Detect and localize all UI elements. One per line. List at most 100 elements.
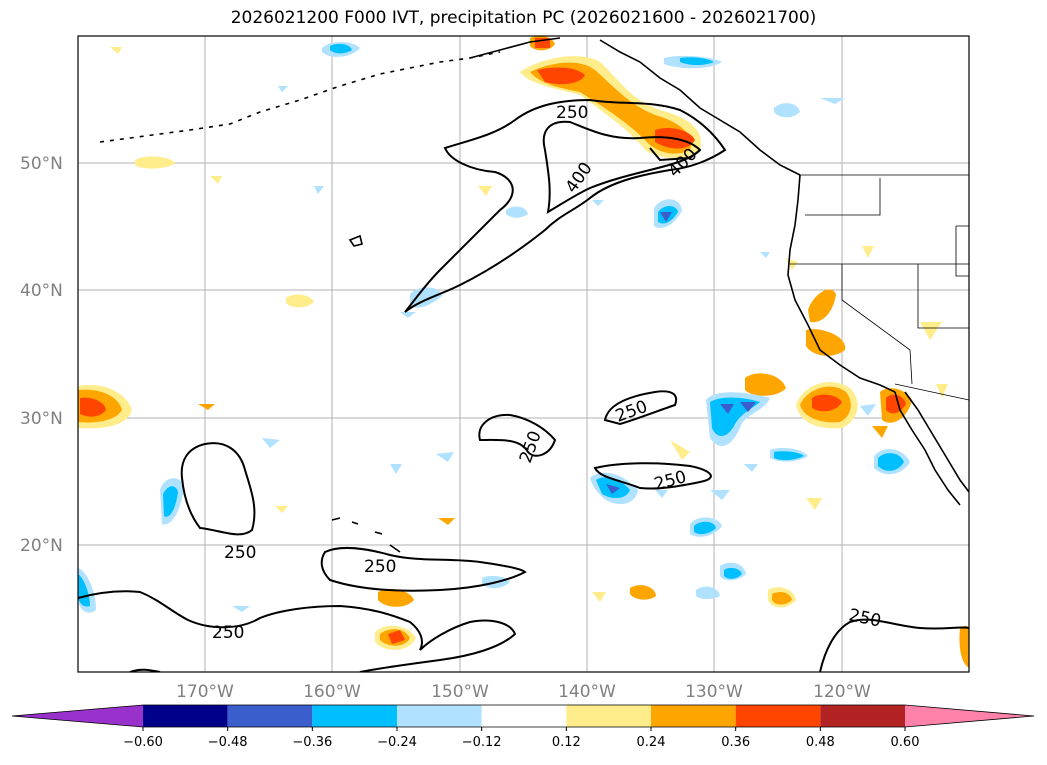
precip-area [506, 206, 528, 218]
ivt-contour-250 [320, 547, 527, 592]
colorbar-extend-min [12, 705, 143, 727]
lon-label: 150°W [431, 682, 489, 702]
contour-label: 250 [364, 557, 396, 577]
colorbar-extend-max [905, 705, 1034, 727]
precip-area [959, 625, 969, 668]
precip-area [78, 574, 90, 607]
ivt-contour-250 [404, 98, 727, 313]
precip-area [135, 156, 175, 169]
precip-positive-areas [78, 36, 969, 668]
state-border [955, 225, 969, 277]
hawaiian-islands [331, 517, 401, 553]
lat-label: 30°N [20, 409, 63, 429]
precip-area [806, 498, 822, 510]
precip-area [630, 585, 656, 600]
precip-area [388, 630, 405, 644]
colorbar-tick-label: −0.60 [123, 735, 163, 750]
precip-area [537, 67, 585, 85]
lon-label: 120°W [813, 682, 871, 702]
ivt-contour-250 [78, 590, 517, 672]
ivt-contour-250 [593, 462, 712, 490]
ivt-contours [78, 98, 969, 672]
precip-area [163, 486, 178, 517]
colorbar-tick-label: 0.24 [637, 735, 666, 750]
precip-area [275, 506, 288, 513]
colorbar-tick-label: 0.60 [891, 735, 920, 750]
precip-area [436, 452, 454, 462]
precip-area [878, 453, 904, 471]
precip-area [390, 464, 402, 474]
precip-area [210, 176, 222, 184]
precip-area [820, 98, 845, 104]
colorbar-segment [227, 705, 313, 727]
colorbar-segment [651, 705, 736, 727]
island [348, 234, 363, 247]
colorbar-tick-label: −0.12 [462, 735, 502, 750]
precip-area [744, 464, 758, 472]
precip-area [592, 592, 606, 602]
colorbar-tick-label: −0.24 [377, 735, 417, 750]
colorbar-segment [312, 705, 397, 727]
ivt-contour-400 [542, 120, 702, 214]
mexico-coast [904, 391, 969, 493]
precip-area [936, 384, 948, 398]
precip-area [772, 592, 792, 605]
aleutian-islands [99, 51, 501, 143]
coastlines [99, 37, 969, 553]
us-west-coast [787, 174, 896, 393]
map-frame [77, 35, 970, 673]
precip-area [808, 289, 836, 323]
precip-area [862, 246, 874, 258]
precip-negative-areas [78, 42, 910, 613]
ivt-contour-250 [478, 413, 557, 457]
precip-area [278, 86, 288, 92]
map-content: 250 400 400 250 250 250 250 250 250 [78, 36, 969, 672]
longitude-labels: 170°W 160°W 150°W 140°W 130°W 120°W [176, 682, 871, 702]
precip-area [262, 438, 280, 448]
ivt-contour-250 [180, 442, 256, 536]
precip-area [720, 404, 734, 414]
precip-area [680, 57, 714, 65]
bc-coast [599, 39, 801, 176]
lat-label: 50°N [20, 154, 63, 174]
contour-label: 250 [556, 103, 588, 123]
contour-label: 250 [224, 543, 256, 563]
colorbar-tick-label: 0.36 [721, 735, 750, 750]
precip-area [886, 394, 906, 414]
precip-area [286, 294, 314, 308]
precip-area [670, 440, 690, 460]
ivt-contour-250 [819, 618, 969, 672]
precip-area [655, 490, 668, 498]
colorbar-segment [397, 705, 482, 727]
precip-area [232, 606, 250, 612]
state-border [917, 264, 969, 329]
precip-area [872, 426, 888, 438]
precip-area [774, 451, 804, 461]
baja-coast [894, 391, 961, 506]
precip-area [760, 252, 770, 258]
precip-area [592, 200, 604, 206]
colorbar-segment [481, 705, 567, 727]
colorbar-tick-label: −0.48 [208, 735, 248, 750]
precip-area [314, 186, 324, 194]
lon-label: 140°W [558, 682, 616, 702]
precip-area [400, 312, 416, 318]
precip-area [330, 43, 352, 54]
precip-area [606, 484, 620, 494]
colorbar-segment [735, 705, 821, 727]
contour-label: 250 [212, 623, 244, 643]
colorbar-tick-label: 0.48 [806, 735, 835, 750]
precip-area [478, 186, 492, 196]
precip-area [660, 212, 672, 222]
colorbar: −0.60 −0.48 −0.36 −0.24 −0.12 0.12 0.24 0.36 0.4… [11, 704, 1035, 750]
precip-area [724, 567, 742, 579]
colorbar-segment [143, 705, 228, 727]
precip-area [110, 47, 122, 54]
borders [790, 174, 969, 401]
precip-area [710, 490, 730, 500]
precip-area [198, 404, 215, 410]
precip-area [410, 287, 442, 308]
state-border [805, 178, 881, 216]
precip-area [530, 62, 691, 154]
